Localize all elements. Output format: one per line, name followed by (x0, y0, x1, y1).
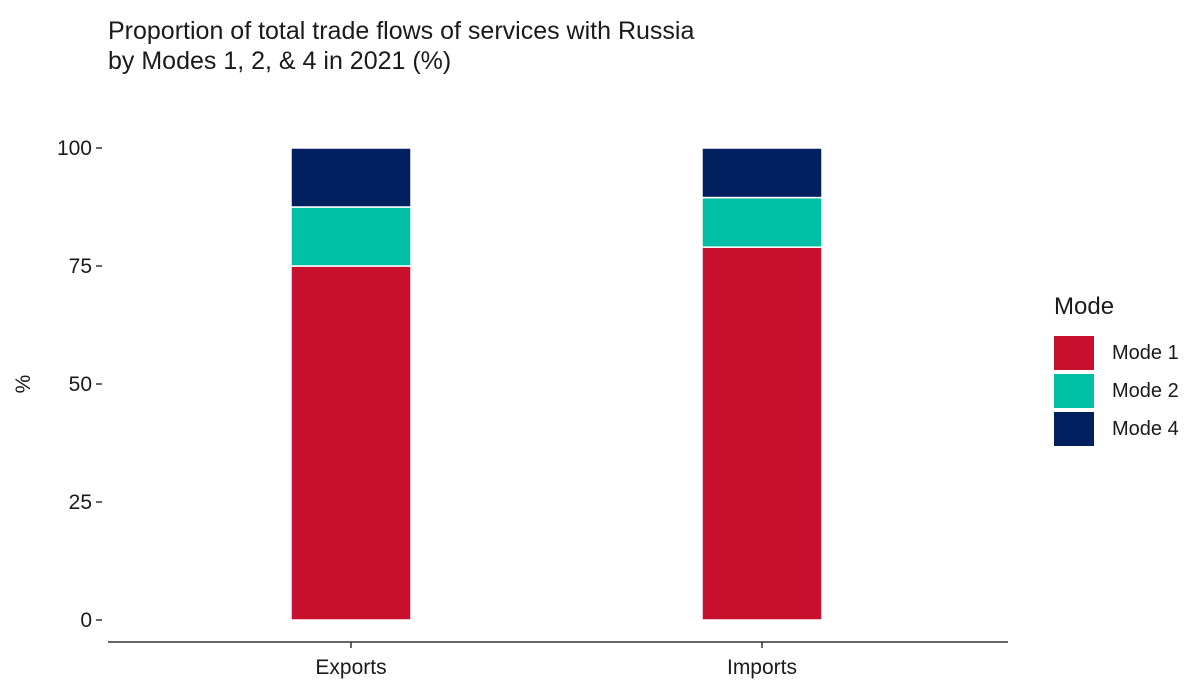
x-axis: Exports Imports (108, 642, 1008, 679)
y-axis-title: % (12, 375, 35, 394)
y-tick-label: 50 (69, 373, 92, 396)
bar-exports-mode-1 (291, 266, 411, 620)
legend-item-mode-4: Mode 4 (1054, 410, 1179, 448)
y-tick-label: 25 (69, 491, 92, 514)
legend-item-mode-2: Mode 2 (1054, 372, 1179, 410)
bar-imports-mode-1 (702, 247, 822, 620)
x-tick-label-exports: Exports (315, 656, 386, 679)
legend: Mode Mode 1 Mode 2 Mode 4 (1054, 292, 1179, 448)
legend-items: Mode 1 Mode 2 Mode 4 (1054, 334, 1179, 448)
legend-label: Mode 4 (1112, 418, 1179, 441)
x-tick-label-imports: Imports (727, 656, 797, 679)
y-tick-label: 0 (80, 609, 92, 632)
bar-exports-mode-4 (291, 148, 411, 207)
y-tick-label: 75 (69, 255, 92, 278)
legend-label: Mode 1 (1112, 342, 1179, 365)
legend-swatch (1054, 412, 1094, 446)
bar-imports-mode-4 (702, 148, 822, 198)
legend-swatch (1054, 336, 1094, 370)
legend-swatch (1054, 374, 1094, 408)
y-tick-label: 100 (57, 137, 92, 160)
legend-label: Mode 2 (1112, 380, 1179, 403)
bars (291, 148, 822, 620)
legend-title: Mode (1054, 292, 1179, 322)
y-axis: 0 25 50 75 100 (57, 137, 102, 632)
bar-imports-mode-2 (702, 198, 822, 248)
bar-exports-mode-2 (291, 207, 411, 266)
legend-item-mode-1: Mode 1 (1054, 334, 1179, 372)
